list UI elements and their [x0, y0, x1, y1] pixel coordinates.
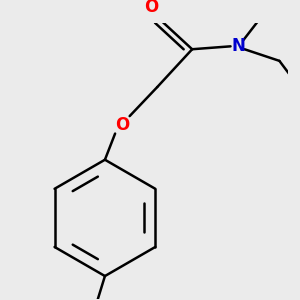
Text: N: N	[232, 37, 246, 55]
Text: O: O	[144, 0, 159, 16]
Text: O: O	[115, 116, 130, 134]
